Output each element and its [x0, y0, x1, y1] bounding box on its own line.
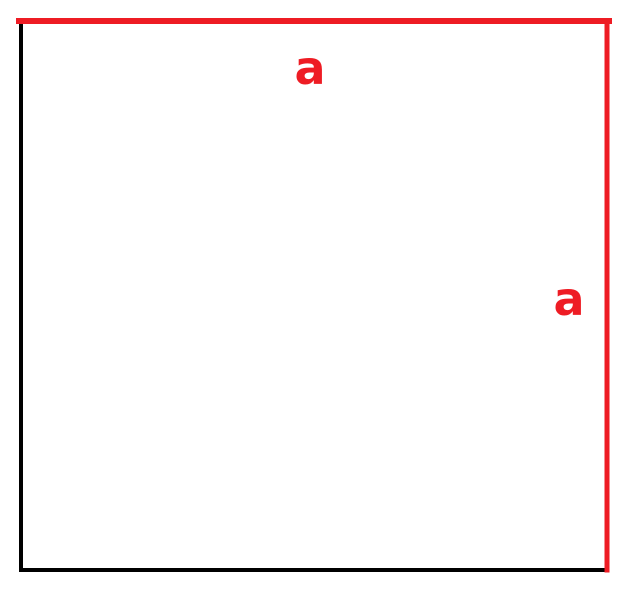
right-side-label: a: [553, 272, 584, 326]
top-side-label: a: [294, 41, 325, 95]
